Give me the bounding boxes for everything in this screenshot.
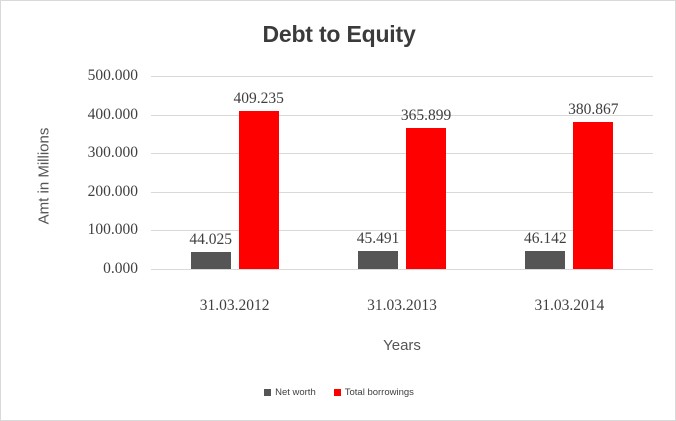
y-axis-tick-labels: 0.000 100.000 200.000 300.000 400.000 500.000 [38, 67, 138, 277]
x-axis-category-label: 31.03.2013 [367, 297, 437, 314]
bar-total-borrowings[interactable] [238, 111, 279, 269]
chart-legend: Net worth Total borrowings [1, 387, 675, 398]
bar-net-worth[interactable] [525, 251, 566, 269]
legend-swatch-icon [264, 389, 272, 396]
gridline [151, 114, 653, 116]
y-axis-tick-label: 200.000 [87, 182, 138, 200]
y-axis-tick-label: 300.000 [87, 144, 138, 162]
data-label: 365.899 [400, 106, 452, 124]
data-label: 380.867 [568, 100, 619, 118]
y-axis-tick-label: 0.000 [103, 260, 138, 277]
legend-item-net-worth[interactable]: Net worth [264, 387, 316, 398]
bar-net-worth[interactable] [190, 252, 231, 269]
x-axis-title: Years [383, 337, 421, 354]
legend-label: Net worth [275, 387, 316, 398]
y-axis-tick-label: 100.000 [87, 221, 138, 239]
bar-total-borrowings[interactable] [406, 127, 446, 269]
legend-swatch-icon [333, 389, 341, 396]
data-label: 45.491 [356, 230, 400, 248]
x-axis-category-label: 31.03.2014 [534, 297, 605, 314]
plot-area: 44.025 409.235 45.491 365.899 46.142 380.867 [151, 76, 653, 270]
gridline [151, 153, 653, 155]
chart-title: Debt to Equity [262, 21, 416, 47]
bar-net-worth[interactable] [358, 251, 398, 269]
gridline [151, 269, 653, 270]
x-axis-category-label: 31.03.2012 [199, 297, 270, 314]
legend-label: Total borrowings [344, 387, 414, 398]
y-axis-tick-label: 500.000 [87, 67, 138, 84]
y-axis-tick-label: 400.000 [87, 105, 138, 123]
gridline [151, 76, 653, 77]
data-label: 44.025 [189, 231, 232, 248]
data-label: 46.142 [524, 230, 567, 248]
data-label: 409.235 [233, 90, 284, 108]
x-axis-category-labels: 31.03.2012 31.03.2013 31.03.2014 [151, 297, 653, 317]
legend-item-total-borrowings[interactable]: Total borrowings [333, 387, 414, 398]
bar-total-borrowings[interactable] [573, 122, 614, 269]
gridline [151, 191, 653, 193]
gridline [151, 230, 653, 232]
